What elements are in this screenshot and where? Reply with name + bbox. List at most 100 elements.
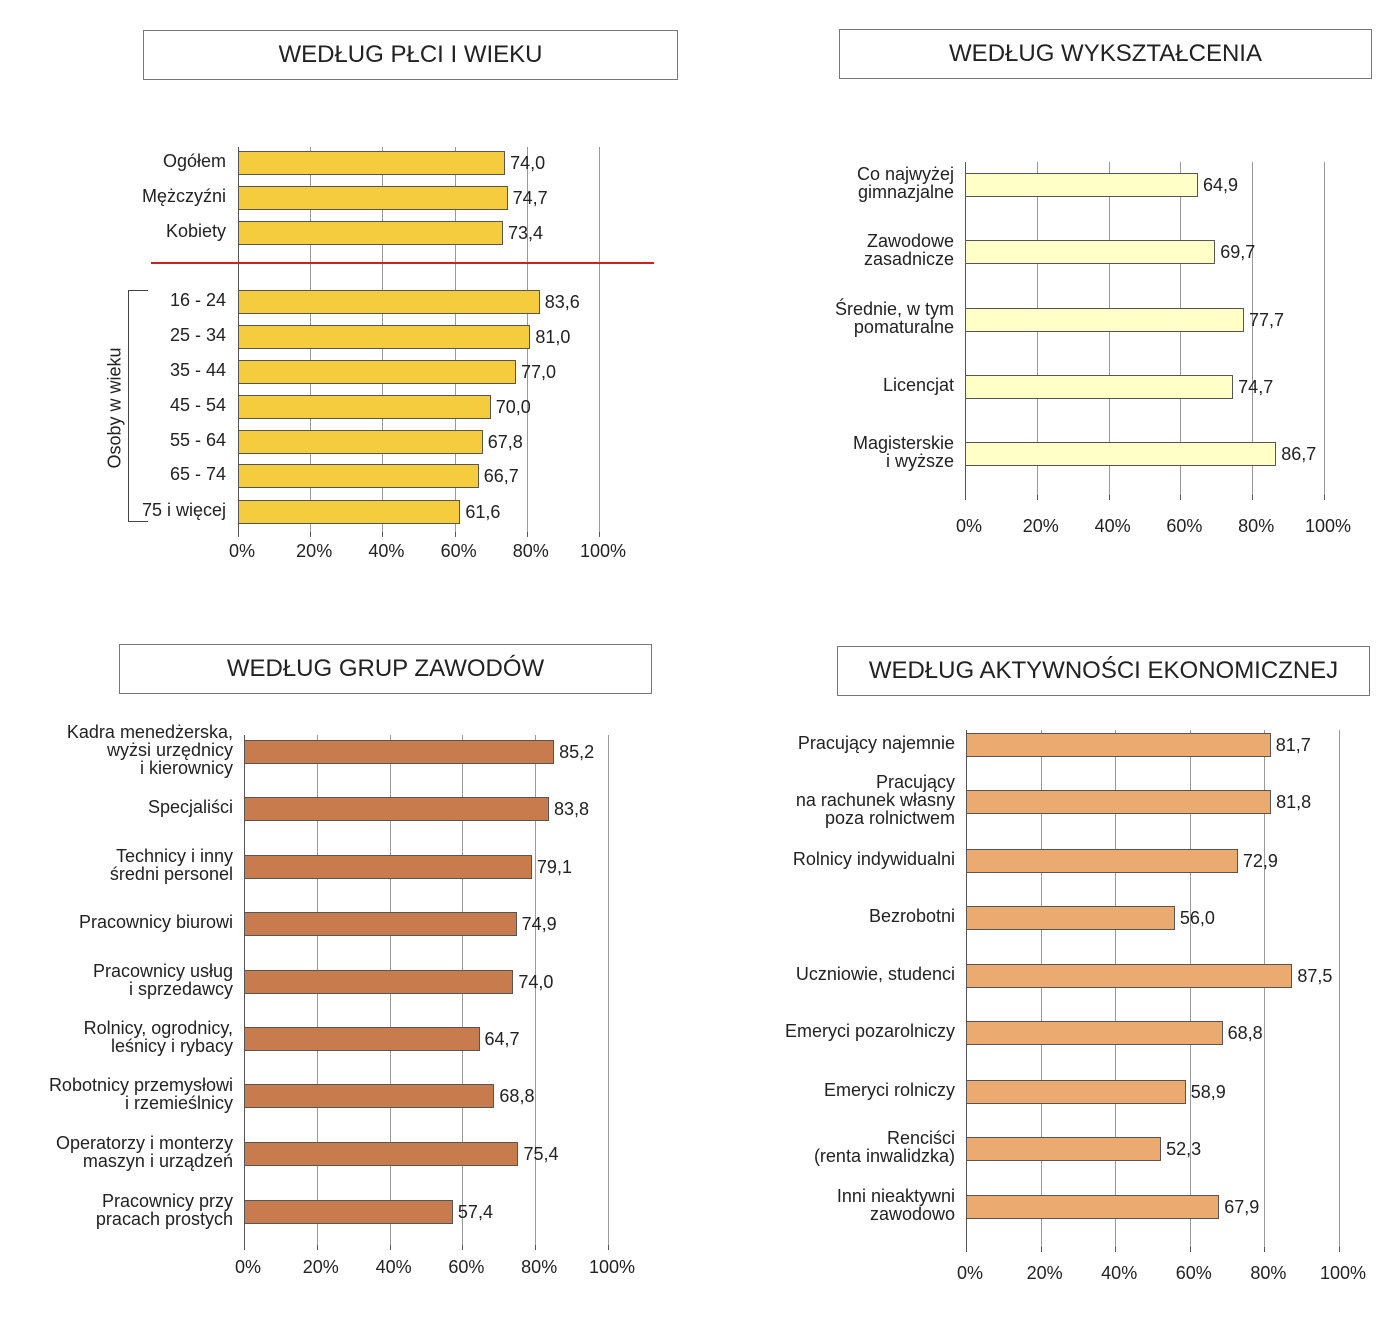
chart-title: WEDŁUG PŁCI I WIEKU — [143, 30, 678, 80]
x-tick-label: 100% — [1319, 1263, 1367, 1283]
chart-title: WEDŁUG AKTYWNOŚCI EKONOMICZNEJ — [837, 646, 1370, 696]
x-tick-mark — [1040, 1247, 1042, 1252]
data-label: 77,7 — [1248, 310, 1284, 330]
gridline — [1324, 162, 1325, 498]
category-label: Robotnicy przemysłowi i rzemieślnicy — [48, 1075, 233, 1113]
bar — [966, 906, 1175, 930]
x-tick-mark — [608, 1245, 609, 1250]
gridline — [608, 735, 609, 1248]
data-label: 83,6 — [544, 292, 580, 312]
category-label: 65 - 74 — [169, 464, 226, 484]
x-tick-label: 20% — [302, 1257, 339, 1277]
data-label: 81,8 — [1276, 792, 1312, 812]
category-label: Operatorzy i monterzy maszyn i urządzeń — [55, 1133, 233, 1171]
data-label: 81,7 — [1275, 735, 1311, 755]
x-tick-mark — [1324, 495, 1325, 500]
data-label: 57,4 — [457, 1202, 493, 1222]
separator-line — [151, 262, 654, 264]
data-label: 64,9 — [1202, 175, 1239, 195]
category-label: Kadra menedżerska, wyżsi urzędnicy i kie… — [66, 722, 233, 778]
x-tick-mark — [535, 1245, 537, 1250]
category-label: Pracownicy biurowi — [78, 912, 233, 932]
data-label: 77,0 — [520, 362, 557, 382]
category-label: Rolnicy indywidualni — [792, 849, 955, 869]
gridline — [1189, 730, 1191, 1250]
x-tick-label: 60% — [440, 541, 477, 561]
data-label: 74,9 — [521, 914, 557, 934]
chart-title: WEDŁUG GRUP ZAWODÓW — [119, 644, 652, 694]
bar — [238, 151, 506, 175]
x-tick-label: 40% — [375, 1257, 412, 1277]
bar — [965, 173, 1198, 197]
bar — [244, 1027, 480, 1051]
category-label: Bezrobotni — [868, 906, 955, 926]
group-label: Osoby w wieku — [104, 347, 125, 469]
x-tick-mark — [599, 532, 600, 537]
bar — [238, 186, 508, 210]
category-label: 25 - 34 — [169, 325, 226, 345]
x-tick-mark — [454, 532, 456, 537]
bar — [244, 1200, 453, 1224]
x-tick-mark — [1108, 495, 1110, 500]
data-label: 64,7 — [484, 1029, 520, 1049]
bar — [966, 790, 1272, 814]
x-tick-mark — [965, 495, 966, 500]
x-tick-mark — [1115, 1247, 1117, 1252]
category-label: Specjaliści — [147, 797, 233, 817]
x-tick-label: 20% — [1022, 516, 1059, 536]
x-tick-mark — [1252, 495, 1254, 500]
x-tick-label: 100% — [579, 541, 627, 561]
data-label: 68,8 — [499, 1086, 535, 1106]
category-label: 35 - 44 — [169, 360, 226, 380]
category-label: Technicy i inny średni personel — [109, 846, 233, 884]
bar — [244, 970, 514, 994]
bar — [966, 964, 1293, 988]
x-tick-label: 0% — [956, 1263, 984, 1283]
data-label: 58,9 — [1190, 1082, 1226, 1102]
data-label: 74,0 — [510, 153, 546, 173]
x-tick-mark — [389, 1245, 391, 1250]
bar — [966, 1021, 1223, 1045]
data-label: 74,7 — [1238, 377, 1274, 397]
category-label: Kobiety — [165, 221, 226, 241]
category-label: Co najwyżej gimnazjalne — [856, 164, 954, 202]
bar — [244, 855, 532, 879]
bar — [966, 1137, 1162, 1161]
bar — [244, 797, 550, 821]
category-label: 75 i więcej — [141, 500, 226, 520]
x-tick-mark — [244, 1245, 245, 1250]
bar — [244, 1142, 519, 1166]
x-tick-label: 60% — [448, 1257, 485, 1277]
data-label: 69,7 — [1220, 242, 1256, 262]
data-label: 83,8 — [554, 799, 590, 819]
gridline — [1339, 730, 1340, 1250]
x-tick-mark — [1036, 495, 1038, 500]
category-label: Rolnicy, ogrodnicy, leśnicy i rybacy — [83, 1018, 233, 1056]
data-label: 67,8 — [487, 432, 523, 452]
category-label: Pracujący na rachunek własny poza rolnic… — [795, 772, 955, 828]
bar — [966, 849, 1238, 873]
data-label: 61,6 — [465, 502, 501, 522]
category-label: Pracujący najemnie — [797, 733, 955, 753]
y-axis — [966, 730, 967, 1250]
age-group-bracket — [128, 290, 148, 522]
bar — [965, 375, 1234, 399]
bar — [966, 1080, 1186, 1104]
data-label: 67,9 — [1224, 1197, 1260, 1217]
chart-title: WEDŁUG WYKSZTAŁCENIA — [839, 29, 1372, 79]
gridline — [1252, 162, 1254, 498]
data-label: 74,0 — [518, 972, 554, 992]
data-label: 74,7 — [512, 188, 548, 208]
bar — [966, 1195, 1220, 1219]
data-label: 52,3 — [1166, 1139, 1202, 1159]
x-tick-label: 0% — [228, 541, 256, 561]
x-tick-label: 40% — [368, 541, 405, 561]
category-label: Średnie, w tym pomaturalne — [834, 299, 954, 337]
x-tick-mark — [966, 1247, 967, 1252]
data-label: 87,5 — [1297, 966, 1333, 986]
data-label: 70,0 — [495, 397, 531, 417]
bar — [244, 740, 555, 764]
bar — [244, 1084, 495, 1108]
category-label: Uczniowie, studenci — [795, 964, 955, 984]
x-tick-label: 0% — [955, 516, 983, 536]
